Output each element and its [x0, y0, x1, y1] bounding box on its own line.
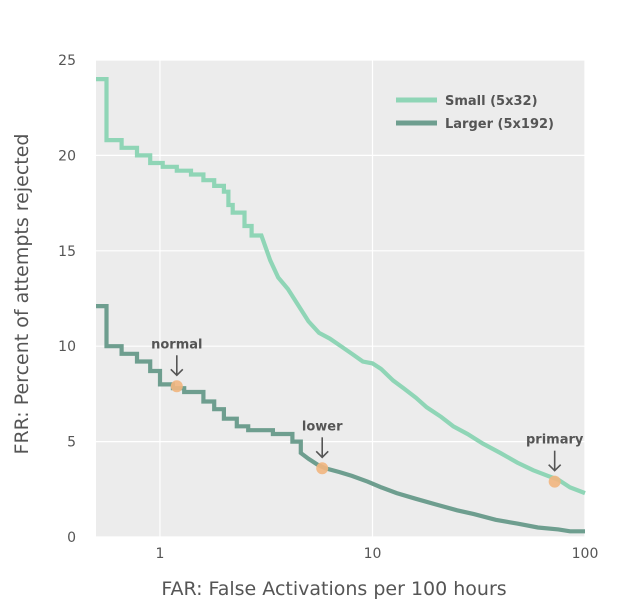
legend-label: Larger (5x192): [445, 117, 554, 132]
annotations: normal lower primary: [151, 337, 584, 488]
y-tick-label: 15: [58, 244, 76, 260]
legend: Small (5x32) Larger (5x192): [396, 94, 554, 132]
y-tick-label: 5: [67, 435, 76, 451]
y-tick-label: 20: [58, 148, 76, 164]
series-line-small: [96, 77, 586, 496]
plot-area: [96, 60, 585, 537]
x-tick-label: 10: [364, 546, 382, 562]
annotation-marker: [548, 475, 561, 488]
x-tick-label: 100: [572, 546, 599, 562]
x-tick-labels: 1 10 100: [156, 546, 599, 562]
y-tick-labels: 0 5 10 15 20 25: [58, 53, 76, 546]
annotation-arrowhead: [170, 368, 184, 377]
annotation-marker: [316, 462, 329, 475]
x-tick-label: 1: [156, 546, 165, 562]
annotation-label: normal: [151, 337, 202, 352]
x-axis-title: FAR: False Activations per 100 hours: [161, 578, 506, 600]
annotation-label: primary: [526, 433, 584, 448]
annotation-arrowhead: [548, 464, 562, 472]
annotation-label: lower: [302, 419, 343, 434]
y-tick-label: 0: [67, 530, 76, 546]
series-line-larger: [96, 304, 585, 534]
annotation-marker: [170, 380, 183, 393]
series-layer: [96, 77, 586, 534]
y-tick-label: 25: [58, 53, 76, 69]
legend-label: Small (5x32): [445, 94, 538, 109]
y-axis-title: FRR: Percent of attempts rejected: [11, 134, 33, 455]
annotation-arrowhead: [315, 450, 329, 459]
y-tick-label: 10: [58, 339, 76, 355]
